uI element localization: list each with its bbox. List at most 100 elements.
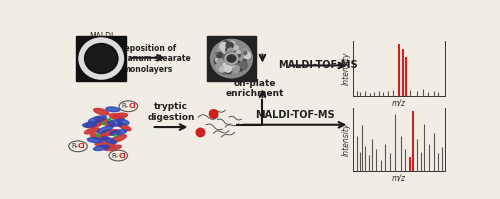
Circle shape <box>240 68 242 71</box>
Circle shape <box>234 66 239 71</box>
Circle shape <box>224 65 232 72</box>
Circle shape <box>226 69 232 74</box>
Circle shape <box>229 51 235 58</box>
Circle shape <box>243 60 246 62</box>
FancyBboxPatch shape <box>206 36 256 81</box>
Text: Cl: Cl <box>118 153 126 159</box>
Ellipse shape <box>119 101 138 112</box>
Text: MALDI-TOF-MS: MALDI-TOF-MS <box>255 110 335 120</box>
Text: MALDI-TOF-MS: MALDI-TOF-MS <box>278 60 358 70</box>
Circle shape <box>238 51 240 53</box>
Circle shape <box>217 57 222 62</box>
Text: on-plate
enrichment: on-plate enrichment <box>226 79 284 98</box>
Ellipse shape <box>95 142 115 148</box>
Circle shape <box>226 45 230 48</box>
Ellipse shape <box>106 107 120 112</box>
Circle shape <box>242 49 248 55</box>
Circle shape <box>217 47 223 53</box>
Ellipse shape <box>94 108 109 115</box>
Circle shape <box>233 53 238 58</box>
Circle shape <box>236 55 238 57</box>
Circle shape <box>222 41 230 48</box>
Circle shape <box>222 48 228 53</box>
Circle shape <box>222 53 229 60</box>
Circle shape <box>235 46 238 49</box>
Ellipse shape <box>210 39 252 78</box>
Circle shape <box>240 61 248 69</box>
Circle shape <box>220 42 228 50</box>
Text: m/z: m/z <box>392 173 406 182</box>
Circle shape <box>214 59 220 64</box>
Circle shape <box>243 66 246 69</box>
Circle shape <box>228 41 235 48</box>
Circle shape <box>223 67 226 70</box>
Text: tryptic
digestion: tryptic digestion <box>147 102 195 122</box>
Circle shape <box>238 55 240 56</box>
Circle shape <box>234 61 237 65</box>
Text: deposition of
lanthanum stearate
monolayers: deposition of lanthanum stearate monolay… <box>105 44 190 74</box>
Circle shape <box>236 60 240 64</box>
Circle shape <box>226 58 232 64</box>
Circle shape <box>220 57 224 62</box>
Circle shape <box>220 66 225 72</box>
Text: R-: R- <box>112 153 118 159</box>
Text: Cl: Cl <box>78 143 86 149</box>
Circle shape <box>219 59 222 62</box>
Circle shape <box>228 51 232 55</box>
Ellipse shape <box>88 138 103 142</box>
Circle shape <box>210 110 218 118</box>
Text: m/z: m/z <box>392 99 406 108</box>
Circle shape <box>244 52 250 59</box>
Ellipse shape <box>109 114 124 120</box>
Circle shape <box>222 55 226 59</box>
Circle shape <box>228 61 234 68</box>
Circle shape <box>229 47 235 53</box>
Ellipse shape <box>97 126 113 133</box>
Circle shape <box>228 70 231 73</box>
Text: MALDI
target spot: MALDI target spot <box>80 32 122 52</box>
Circle shape <box>235 63 241 69</box>
Text: Intensity: Intensity <box>342 52 351 85</box>
Circle shape <box>238 60 242 65</box>
FancyBboxPatch shape <box>76 36 126 81</box>
Ellipse shape <box>86 45 116 72</box>
Circle shape <box>226 47 231 52</box>
Ellipse shape <box>82 122 96 127</box>
Circle shape <box>217 60 220 62</box>
Ellipse shape <box>102 137 116 143</box>
Circle shape <box>236 62 240 66</box>
Ellipse shape <box>117 119 129 124</box>
Circle shape <box>216 53 218 54</box>
Circle shape <box>235 62 242 69</box>
Text: Cl: Cl <box>128 103 136 109</box>
Circle shape <box>233 46 237 50</box>
Circle shape <box>240 57 244 61</box>
Ellipse shape <box>95 117 116 126</box>
Circle shape <box>234 56 240 62</box>
Ellipse shape <box>94 145 109 150</box>
Circle shape <box>228 48 234 54</box>
Circle shape <box>224 63 226 66</box>
Text: R-: R- <box>122 103 128 109</box>
Circle shape <box>222 69 226 74</box>
Ellipse shape <box>90 134 109 140</box>
Ellipse shape <box>110 135 126 142</box>
Ellipse shape <box>68 141 87 152</box>
Ellipse shape <box>108 120 123 126</box>
Ellipse shape <box>88 116 106 123</box>
Circle shape <box>217 61 223 67</box>
Circle shape <box>216 66 218 67</box>
Ellipse shape <box>118 123 131 131</box>
Ellipse shape <box>109 150 128 161</box>
Ellipse shape <box>110 130 126 135</box>
Ellipse shape <box>101 130 120 135</box>
Circle shape <box>226 54 230 58</box>
Circle shape <box>196 128 204 137</box>
Circle shape <box>244 51 247 55</box>
Ellipse shape <box>114 113 128 118</box>
Circle shape <box>224 48 230 54</box>
Circle shape <box>216 64 222 71</box>
Circle shape <box>226 42 233 49</box>
Circle shape <box>234 69 238 73</box>
Circle shape <box>218 58 224 65</box>
